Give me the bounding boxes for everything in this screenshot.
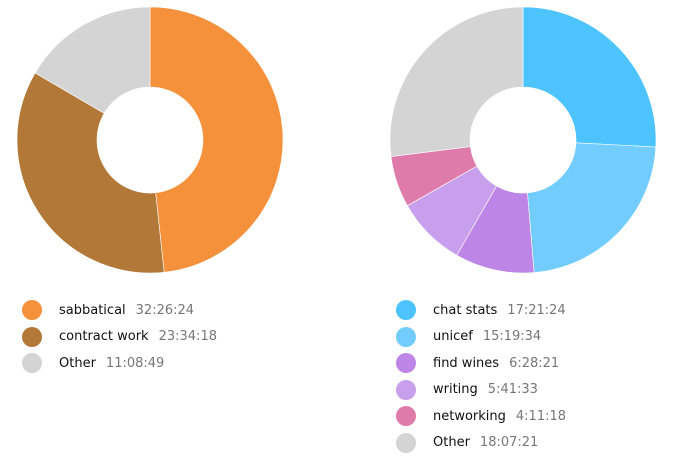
legend-tasks: chat stats 17:21:24 unicef 15:19:34 find w… bbox=[396, 297, 566, 456]
legend-label: networking bbox=[433, 408, 506, 424]
legend-item[interactable]: contract work 23:34:18 bbox=[22, 324, 217, 351]
legend-item[interactable]: Other 11:08:49 bbox=[22, 350, 217, 377]
legend-value: 23:34:18 bbox=[158, 329, 217, 345]
legend-item[interactable]: unicef 15:19:34 bbox=[396, 324, 566, 351]
donut-svg bbox=[16, 6, 284, 274]
legend-label: chat stats bbox=[433, 302, 498, 318]
color-swatch-icon bbox=[396, 353, 416, 374]
legend-value: 17:21:24 bbox=[507, 302, 566, 318]
legend-value: 15:19:34 bbox=[482, 329, 542, 345]
legend-item[interactable]: Other 18:07:21 bbox=[396, 430, 566, 457]
legend-label: Other bbox=[433, 435, 470, 451]
legend-label: sabbatical bbox=[59, 302, 126, 318]
legend-label: find wines bbox=[433, 355, 500, 371]
donut-slice[interactable] bbox=[34, 6, 151, 114]
legend-value: 5:41:33 bbox=[487, 382, 538, 398]
donut-slice[interactable] bbox=[522, 6, 657, 148]
color-swatch-icon bbox=[396, 300, 416, 321]
donut-chart-tasks bbox=[389, 6, 657, 274]
legend-item[interactable]: chat stats 17:21:24 bbox=[396, 297, 566, 324]
legend-value: 11:08:49 bbox=[105, 355, 165, 371]
legend-item[interactable]: find wines 6:28:21 bbox=[396, 350, 566, 377]
legend-item[interactable]: sabbatical 32:26:24 bbox=[22, 297, 217, 324]
donut-slice[interactable] bbox=[149, 6, 284, 273]
legend-value: 4:11:18 bbox=[515, 408, 567, 424]
color-swatch-icon bbox=[22, 300, 42, 321]
legend-label: contract work bbox=[59, 329, 149, 345]
donut-svg bbox=[389, 6, 657, 274]
legend-label: writing bbox=[433, 382, 478, 398]
color-swatch-icon bbox=[396, 406, 416, 427]
color-swatch-icon bbox=[22, 353, 42, 374]
legend-item[interactable]: writing 5:41:33 bbox=[396, 377, 566, 404]
donut-slice[interactable] bbox=[527, 142, 657, 273]
legend-label: unicef bbox=[433, 329, 473, 345]
legend-value: 32:26:24 bbox=[135, 302, 195, 318]
legend-value: 6:28:21 bbox=[509, 355, 560, 371]
legend-label: Other bbox=[59, 355, 96, 371]
legend-projects: sabbatical 32:26:24 contract work 23:34:18… bbox=[22, 297, 217, 377]
color-swatch-icon bbox=[22, 326, 42, 347]
donut-chart-projects bbox=[16, 6, 284, 274]
donut-slice[interactable] bbox=[16, 72, 165, 274]
color-swatch-icon bbox=[396, 379, 416, 400]
donut-slice[interactable] bbox=[389, 6, 524, 157]
legend-item[interactable]: networking 4:11:18 bbox=[396, 403, 566, 430]
color-swatch-icon bbox=[396, 432, 416, 453]
color-swatch-icon bbox=[396, 326, 416, 347]
legend-value: 18:07:21 bbox=[479, 435, 539, 451]
